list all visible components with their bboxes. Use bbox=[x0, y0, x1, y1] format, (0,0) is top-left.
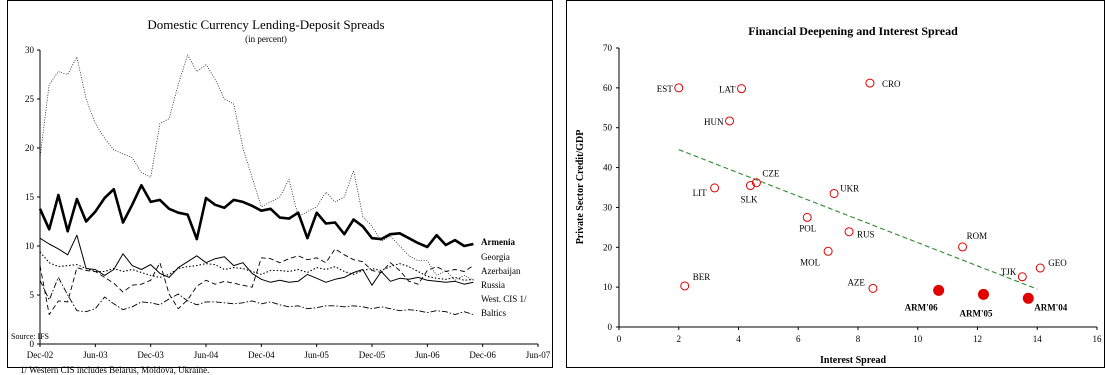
x-tick-label: 10 bbox=[913, 334, 923, 344]
scatter-point-15 bbox=[868, 283, 878, 293]
scatter-point-16 bbox=[933, 284, 945, 296]
y-axis-label: Private Sector Credit/GDP bbox=[575, 130, 586, 245]
x-tick-label: 2 bbox=[677, 334, 682, 344]
scatter-point-0 bbox=[674, 83, 684, 93]
scatter-point-7 bbox=[829, 188, 839, 198]
series-line-5 bbox=[39, 54, 474, 281]
x-tick-label: 8 bbox=[856, 334, 861, 344]
y-tick-label: 30 bbox=[603, 202, 613, 212]
y-tick-label: 50 bbox=[603, 123, 613, 133]
point-label-11: ROM bbox=[967, 231, 988, 241]
trend-line bbox=[678, 149, 1038, 290]
point-label-1: LAT bbox=[719, 85, 736, 95]
point-label-15: AZE bbox=[847, 277, 865, 287]
scatter-point-14 bbox=[680, 281, 690, 291]
series-line-3 bbox=[39, 234, 474, 286]
scatter-point-1 bbox=[736, 84, 746, 94]
point-label-18: ARM'04 bbox=[1034, 302, 1067, 312]
y-tick-label: 70 bbox=[603, 43, 613, 53]
chart-title: Financial Deepening and Interest Spread bbox=[748, 24, 958, 38]
y-tick-label: 30 bbox=[25, 45, 35, 55]
scatter-point-13 bbox=[1035, 263, 1045, 273]
point-label-5: SLK bbox=[740, 195, 758, 205]
legend-label-0: Armenia bbox=[481, 237, 515, 247]
x-tick-label: Dec-03 bbox=[137, 350, 164, 360]
point-label-0: EST bbox=[657, 84, 674, 94]
point-label-9: RUS bbox=[857, 230, 875, 240]
point-label-2: CRO bbox=[882, 79, 901, 89]
point-label-8: POL bbox=[799, 223, 816, 233]
x-tick-label: Dec-04 bbox=[248, 350, 275, 360]
y-tick-label: 40 bbox=[603, 163, 613, 173]
y-tick-label: 20 bbox=[603, 242, 613, 252]
y-tick-label: 20 bbox=[25, 143, 35, 153]
spreads-line-chart: Domestic Currency Lending-Deposit Spread… bbox=[11, 17, 551, 375]
scatter-point-9 bbox=[844, 227, 854, 237]
series-line-4 bbox=[39, 276, 474, 316]
spreads-chart-panel: Domestic Currency Lending-Deposit Spread… bbox=[7, 0, 553, 375]
point-label-7: UKR bbox=[840, 183, 859, 193]
scatter-point-10 bbox=[823, 246, 833, 256]
y-tick-label: 10 bbox=[603, 282, 613, 292]
scatter-point-3 bbox=[725, 116, 735, 126]
deepening-scatter-chart: Financial Deepening and Interest Spread … bbox=[575, 24, 1103, 366]
point-label-12: TJK bbox=[1001, 267, 1017, 277]
point-label-3: HUN bbox=[704, 117, 724, 127]
x-tick-label: Dec-05 bbox=[359, 350, 386, 360]
legend-label-1: Georgia bbox=[481, 252, 510, 262]
y-tick-label: 25 bbox=[25, 94, 35, 104]
x-tick-label: 0 bbox=[617, 334, 622, 344]
x-tick-label: Dec-06 bbox=[469, 350, 496, 360]
x-tick-label: 14 bbox=[1033, 334, 1043, 344]
series-line-0 bbox=[38, 183, 474, 249]
y-tick-label: 60 bbox=[603, 83, 613, 93]
scatter-point-5 bbox=[745, 181, 755, 191]
x-tick-label: 12 bbox=[973, 334, 982, 344]
point-label-13: GEO bbox=[1048, 258, 1067, 268]
scatter-point-2 bbox=[865, 78, 875, 88]
scatter-point-4 bbox=[751, 178, 761, 188]
point-label-14: BER bbox=[693, 272, 711, 282]
chart-subtitle: (in percent) bbox=[245, 34, 287, 44]
scatter-point-11 bbox=[958, 242, 968, 252]
legend-label-5: Baltics bbox=[481, 308, 506, 318]
scatter-point-8 bbox=[802, 212, 812, 222]
x-tick-label: 4 bbox=[736, 334, 741, 344]
chart-title: Domestic Currency Lending-Deposit Spread… bbox=[147, 17, 384, 32]
deepening-chart-panel: Financial Deepening and Interest Spread … bbox=[566, 0, 1105, 368]
series-line-2 bbox=[39, 248, 474, 316]
x-tick-label: Jun-06 bbox=[415, 350, 440, 360]
y-tick-label: 10 bbox=[25, 241, 35, 251]
scatter-point-18 bbox=[1022, 292, 1034, 304]
legend-label-4: West. CIS 1/ bbox=[481, 294, 527, 304]
scatter-point-17 bbox=[977, 288, 989, 300]
scatter-point-12 bbox=[1017, 272, 1027, 282]
scatter-point-6 bbox=[710, 183, 720, 193]
x-tick-label: Jun-04 bbox=[194, 350, 219, 360]
point-label-16: ARM'06 bbox=[905, 302, 938, 312]
point-label-6: LIT bbox=[693, 188, 707, 198]
x-tick-label: Dec-02 bbox=[27, 350, 54, 360]
x-tick-label: Jun-05 bbox=[304, 350, 329, 360]
y-tick-label: 0 bbox=[30, 339, 35, 349]
footnote: 1/ Western CIS includes Belarus, Moldova… bbox=[20, 365, 209, 375]
point-label-17: ARM'05 bbox=[959, 308, 992, 318]
x-axis-label: Interest Spread bbox=[820, 355, 886, 366]
point-label-4: CZE bbox=[762, 169, 780, 179]
x-tick-label: 16 bbox=[1093, 334, 1103, 344]
source-note: Source: IFS bbox=[11, 332, 49, 341]
y-tick-label: 0 bbox=[608, 322, 613, 332]
legend-label-3: Russia bbox=[481, 280, 505, 290]
x-tick-label: 6 bbox=[796, 334, 801, 344]
y-tick-label: 15 bbox=[25, 192, 35, 202]
legend-label-2: Azerbaijan bbox=[481, 266, 521, 276]
x-tick-label: Jun-07 bbox=[526, 350, 551, 360]
point-label-10: MOL bbox=[800, 257, 820, 267]
y-tick-label: 5 bbox=[30, 290, 35, 300]
x-tick-label: Jun-03 bbox=[83, 350, 108, 360]
